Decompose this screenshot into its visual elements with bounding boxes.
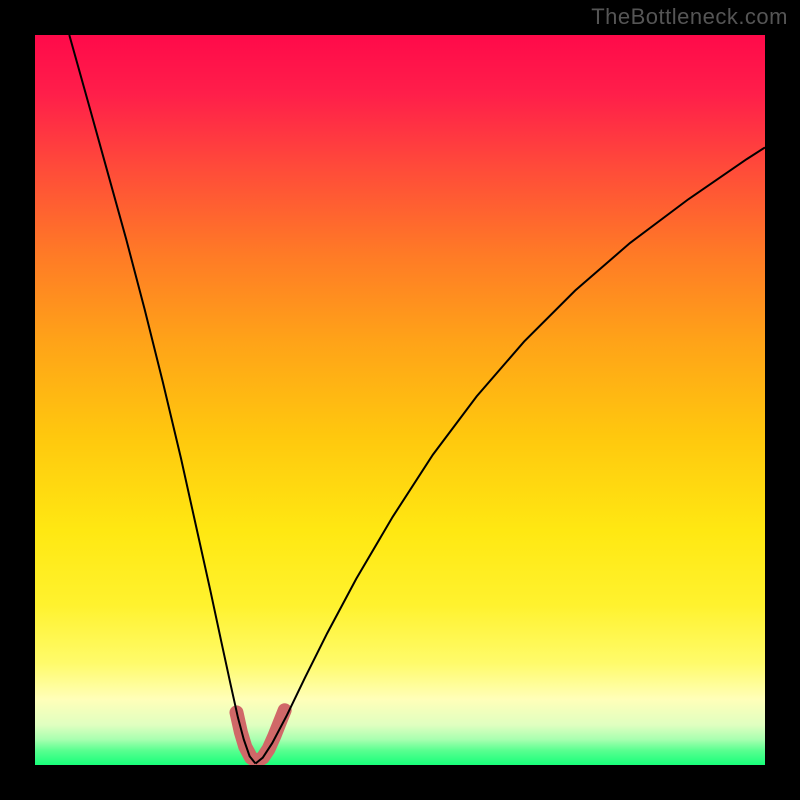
curve-right-branch [255,147,765,763]
curve-left-branch [69,35,255,764]
chart-curve-layer [35,35,765,765]
bottleneck-chart [35,35,765,765]
watermark-text: TheBottleneck.com [591,4,788,30]
